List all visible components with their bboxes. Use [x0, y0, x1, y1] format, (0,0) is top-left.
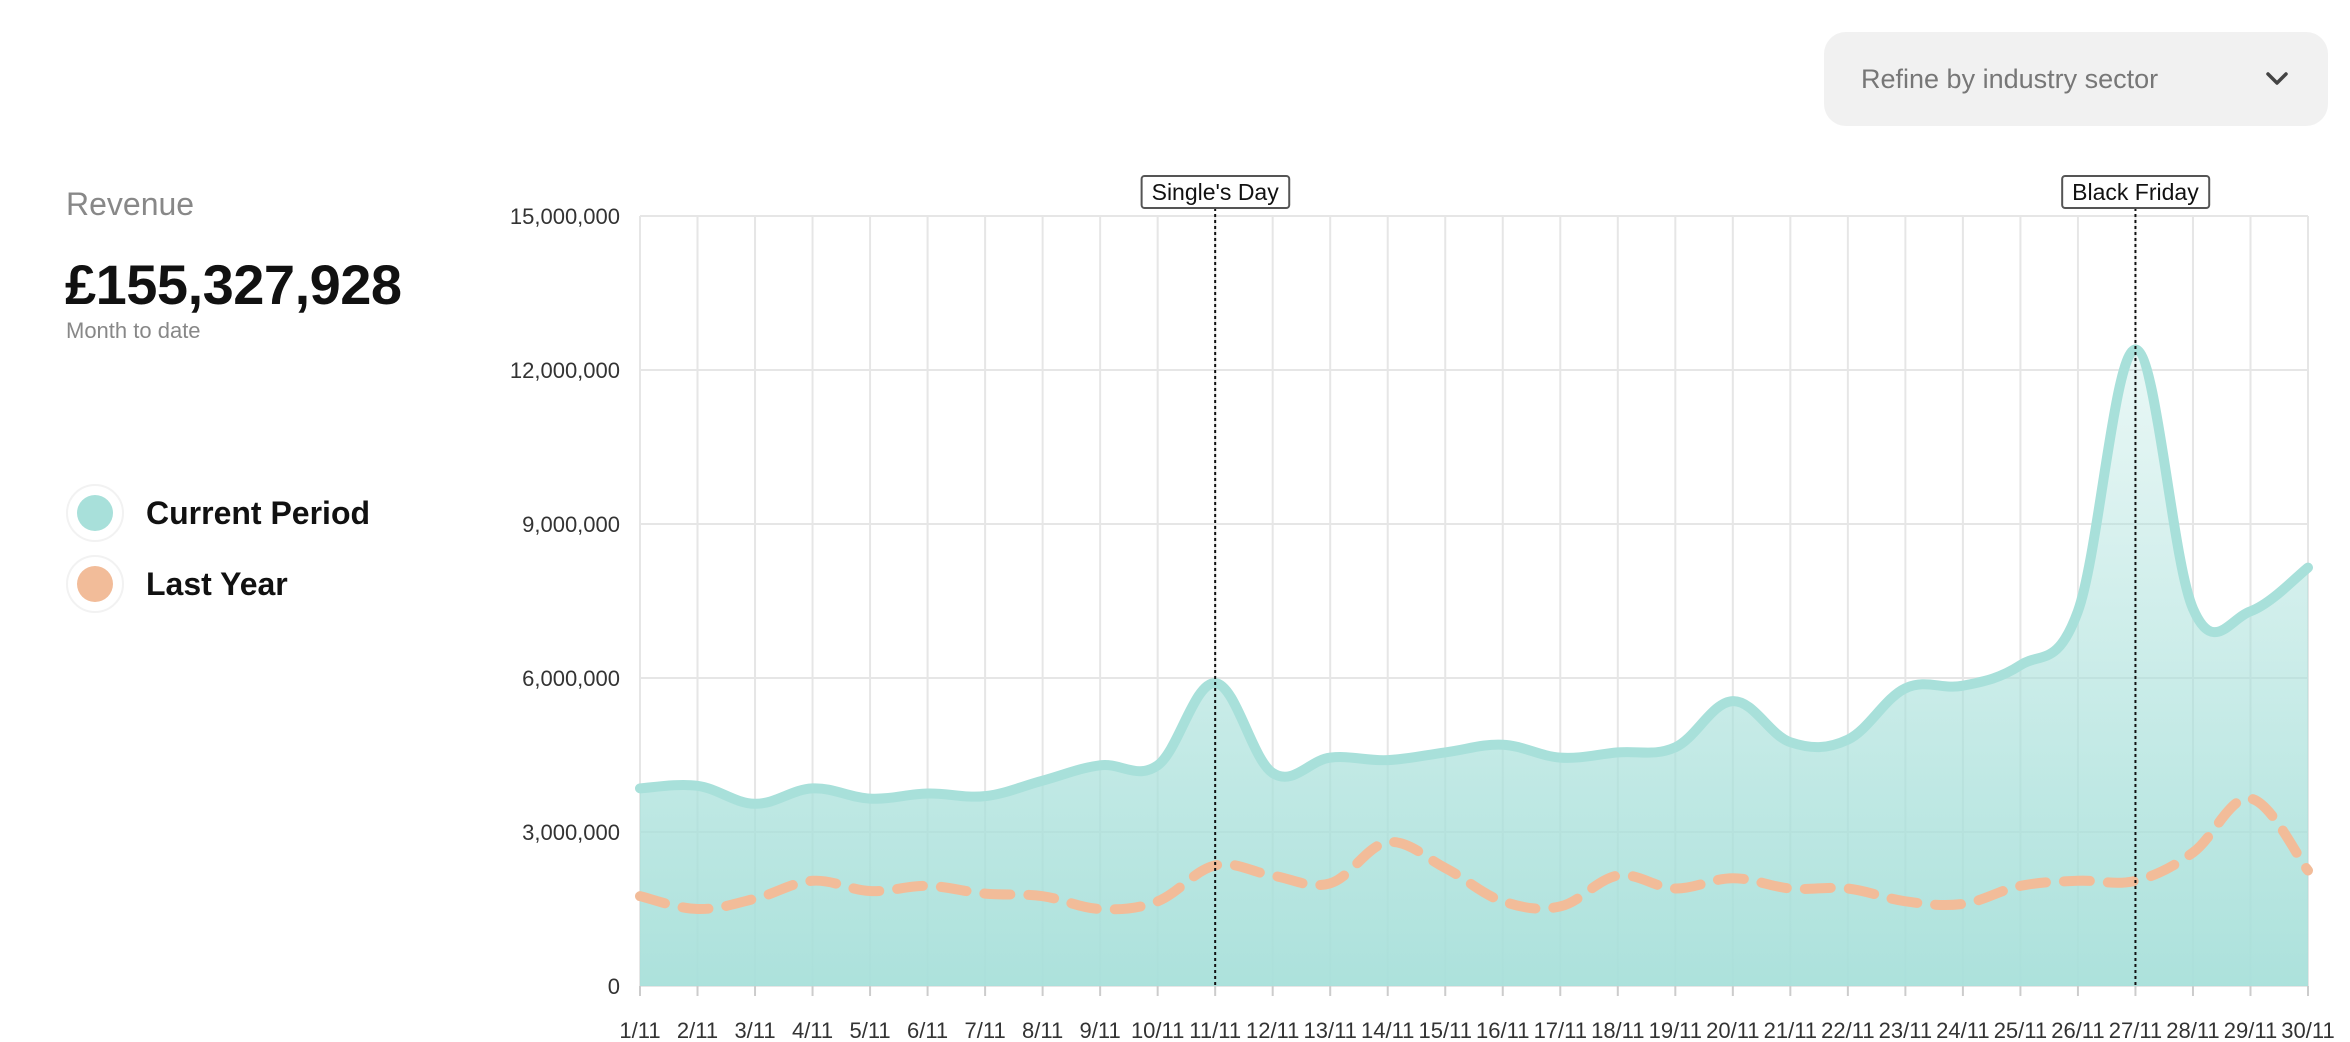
industry-sector-select-label: Refine by industry sector	[1861, 63, 2159, 94]
x-tick-label: 20/11	[1706, 1018, 1759, 1042]
legend-item-current-period[interactable]: Current Period	[66, 484, 370, 542]
y-tick-label: 9,000,000	[522, 512, 620, 537]
series-last-year-line	[635, 793, 2313, 915]
y-tick-label: 3,000,000	[522, 820, 620, 845]
y-tick-label: 0	[608, 974, 620, 999]
chart-legend: Current Period Last Year	[66, 484, 370, 626]
x-tick-label: 14/11	[1361, 1018, 1414, 1042]
x-tick-label: 21/11	[1764, 1018, 1817, 1042]
legend-label: Current Period	[146, 494, 371, 531]
chart-annotations: Single's Day Black Friday	[1140, 175, 2211, 986]
y-tick-label: 15,000,000	[510, 204, 620, 229]
x-tick-label: 9/11	[1080, 1018, 1121, 1042]
x-tick-label: 4/11	[792, 1018, 833, 1042]
x-tick-label: 29/11	[2224, 1018, 2277, 1042]
annotation-label: Black Friday	[2061, 175, 2211, 209]
chevron-down-icon	[2264, 66, 2290, 92]
annotation-box	[2061, 175, 2211, 209]
x-tick-label: 8/11	[1022, 1018, 1063, 1042]
x-tick-label: 3/11	[734, 1018, 775, 1042]
x-tick-label: 24/11	[1936, 1018, 1989, 1042]
y-tick-label: 6,000,000	[522, 666, 620, 691]
x-tick-label: 15/11	[1419, 1018, 1472, 1042]
x-tick-label: 19/11	[1649, 1018, 1702, 1042]
x-tick-label: 26/11	[2051, 1018, 2104, 1042]
x-tick-label: 13/11	[1303, 1018, 1356, 1042]
series-current-period-area	[640, 349, 2308, 986]
annotation-label: Single's Day	[1140, 175, 1291, 209]
y-tick-label: 12,000,000	[510, 358, 620, 383]
x-tick-label: 7/11	[965, 1018, 1006, 1042]
series-current-period-line	[635, 344, 2313, 809]
annotation-text: Single's Day	[1152, 179, 1280, 205]
metric-subtitle: Month to date	[66, 318, 201, 343]
x-tick-label: 6/11	[907, 1018, 948, 1042]
x-tick-label: 1/11	[619, 1018, 660, 1042]
x-tick-label: 25/11	[1994, 1018, 2047, 1042]
x-tick-label: 27/11	[2109, 1018, 2162, 1042]
industry-sector-select[interactable]: Refine by industry sector	[1824, 32, 2328, 126]
x-tick-label: 2/11	[677, 1018, 718, 1042]
legend-item-last-year[interactable]: Last Year	[66, 555, 370, 613]
x-tick-label: 5/11	[849, 1018, 890, 1042]
x-tick-label: 22/11	[1821, 1018, 1874, 1042]
x-tick-label: 17/11	[1534, 1018, 1587, 1042]
x-tick-label: 30/11	[2281, 1018, 2334, 1042]
legend-label: Last Year	[146, 565, 288, 602]
x-tick-label: 10/11	[1131, 1018, 1184, 1042]
legend-swatch-last-year	[66, 555, 124, 613]
annotation-text: Black Friday	[2072, 179, 2199, 205]
x-tick-label: 12/11	[1246, 1018, 1299, 1042]
x-tick-label: 18/11	[1591, 1018, 1644, 1042]
metric-value: £155,327,928	[65, 253, 402, 316]
x-tick-label: 28/11	[2166, 1018, 2219, 1042]
chart-series	[635, 344, 2313, 986]
y-axis: 0 3,000,000 6,000,000 9,000,000 12,000,000 15…	[510, 204, 620, 999]
x-axis: 1/11 2/11 3/11 4/11 5/11 6/11 7/11 8/11 9/11 10/1…	[619, 1018, 2334, 1042]
x-tick-label: 23/11	[1879, 1018, 1932, 1042]
annotation-box	[1140, 175, 1291, 209]
legend-swatch-current-period	[66, 484, 124, 542]
metric-title: Revenue	[66, 186, 195, 222]
x-tick-label: 11/11	[1189, 1018, 1241, 1042]
x-tick-label: 16/11	[1476, 1018, 1529, 1042]
